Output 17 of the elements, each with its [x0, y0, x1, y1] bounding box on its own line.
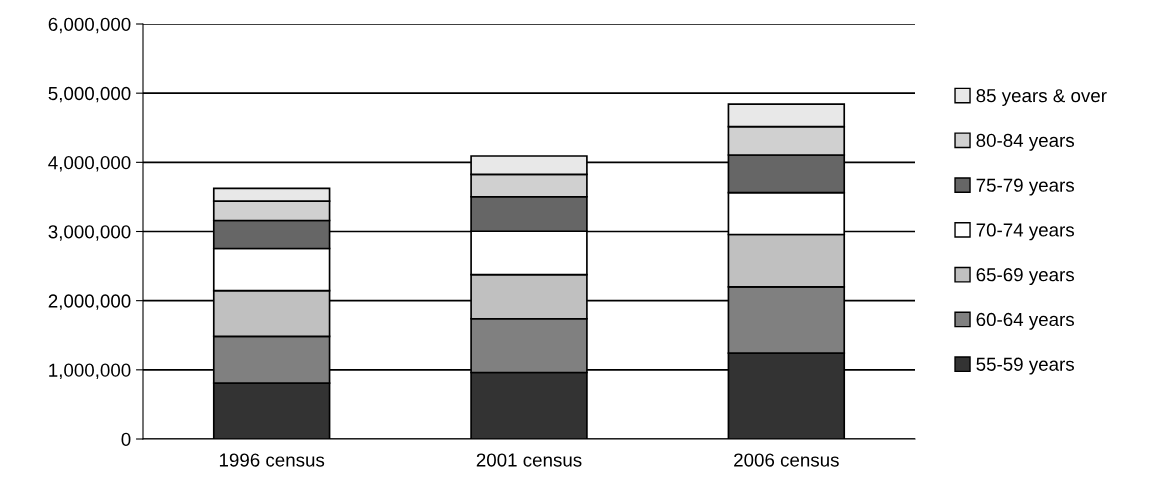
y-tick-label: 0	[121, 432, 131, 446]
legend-label: 65-69 years	[976, 268, 1074, 286]
legend-label: 85 years & over	[976, 89, 1107, 106]
legend-label: 80-84 years	[976, 133, 1074, 151]
x-tick-label: 1996 census	[219, 453, 325, 467]
y-tick-label: 6,000,000	[48, 17, 131, 34]
legend-label: 70-74 years	[976, 223, 1074, 241]
legend-label: 75-79 years	[976, 178, 1074, 196]
legend-label: 55-59 years	[976, 357, 1074, 375]
x-tick-label: 2006 census	[734, 453, 839, 467]
legend-label: 60-64 years	[976, 312, 1074, 330]
y-tick-label: 2,000,000	[48, 294, 131, 310]
y-tick-label: 5,000,000	[48, 86, 131, 103]
x-tick-label: 2001 census	[476, 453, 582, 467]
y-tick-label: 4,000,000	[48, 156, 131, 172]
y-tick-label: 1,000,000	[49, 363, 131, 380]
y-tick-label: 3,000,000	[48, 225, 131, 241]
